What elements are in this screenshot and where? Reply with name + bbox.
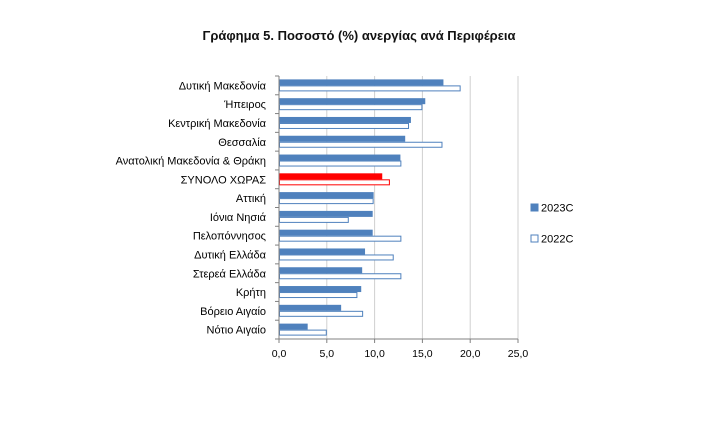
x-tick-label: 25,0 (508, 348, 529, 360)
category-label: Θεσσαλία (218, 137, 266, 149)
category-label: Κρήτη (236, 287, 266, 299)
category-label: Κεντρική Μακεδονία (168, 118, 267, 130)
bars (279, 79, 461, 336)
category-label: Δυτική Ελλάδα (194, 249, 266, 261)
category-label: ΣΥΝΟΛΟ ΧΩΡΑΣ (181, 174, 267, 186)
bar-2023c (279, 154, 401, 161)
bar-2022c (279, 216, 349, 223)
bar-2022c (279, 310, 364, 317)
bar-2022c (279, 292, 358, 299)
bar-2023c (279, 304, 342, 311)
bar-2022c (279, 141, 443, 148)
legend-label: 2023C (541, 203, 573, 215)
bar-2023c (279, 116, 411, 123)
category-label: Δυτική Μακεδονία (179, 80, 267, 92)
category-label: Νότιο Αιγαίο (207, 325, 266, 337)
category-label: Ήπειρος (223, 99, 266, 111)
axes (275, 75, 519, 343)
category-label: Στερεά Ελλάδα (193, 268, 267, 280)
tick-labels: 0,0 5,0 10,0 15,0 20,0 25,0 (272, 348, 529, 360)
category-label: Ανατολική Μακεδονία & Θράκη (116, 156, 266, 168)
legend-swatch (530, 234, 539, 243)
x-tick-label: 5,0 (319, 348, 334, 360)
legend-label: 2022C (541, 234, 573, 246)
bar-2022c (279, 85, 461, 92)
bar-2022c (279, 254, 394, 261)
x-tick-label: 20,0 (460, 348, 481, 360)
bar-2023c (279, 210, 373, 217)
category-labels: Δυτική Μακεδονία Ήπειρος Κεντρική Μακεδονί… (116, 80, 267, 336)
bar-2023c (279, 192, 374, 199)
bar-2023c (279, 98, 426, 105)
bar-2022c (279, 198, 374, 205)
bar-2022c (279, 273, 402, 280)
bar-2023c (279, 286, 362, 293)
bar-2022c (279, 104, 423, 111)
bar-2023c (279, 267, 363, 274)
x-tick-label: 0,0 (272, 348, 287, 360)
bar-2023c (279, 229, 373, 236)
category-label: Αττική (236, 193, 266, 205)
legend-swatch (530, 203, 539, 212)
gridlines (326, 76, 519, 339)
x-tick-label: 10,0 (364, 348, 385, 360)
bar-2023c (279, 173, 383, 180)
bar-2022c (279, 160, 402, 167)
bar-2023c (279, 79, 444, 86)
bar-2022c (279, 235, 402, 242)
category-label: Βόρειο Αιγαίο (200, 306, 266, 318)
x-tick-label: 15,0 (412, 348, 433, 360)
bar-2022c (279, 122, 410, 129)
bar-2022c (279, 179, 390, 186)
bar-2023c (279, 135, 406, 142)
category-label: Πελοπόννησος (193, 231, 266, 243)
bar-2023c (279, 248, 366, 255)
chart-title: Γράφημα 5. Ποσοστό (%) ανεργίας ανά Περι… (202, 28, 516, 43)
bar-2022c (279, 329, 327, 336)
category-label: Ιόνια Νησιά (210, 212, 267, 224)
legend[interactable]: 2023C 2022C (530, 203, 573, 246)
bar-2023c (279, 323, 308, 330)
